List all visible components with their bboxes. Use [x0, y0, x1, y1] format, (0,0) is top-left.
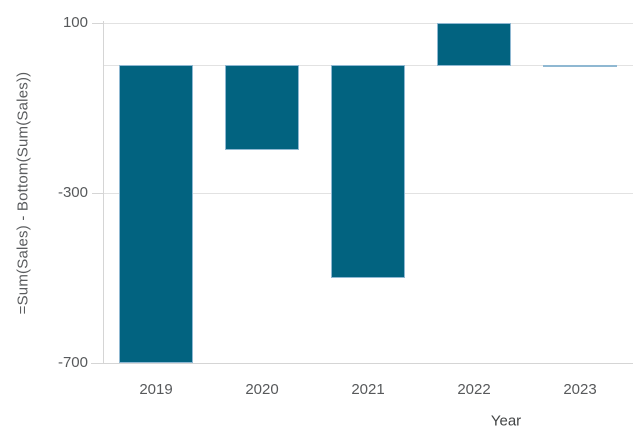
x-tick-label-2020: 2020	[245, 381, 279, 398]
y-tick-mark	[92, 363, 103, 364]
bar-2022[interactable]	[437, 23, 511, 66]
x-axis-line	[91, 363, 633, 364]
gridline-100	[103, 23, 633, 24]
x-tick-label-2019: 2019	[139, 381, 173, 398]
y-tick-label: -300	[57, 184, 88, 201]
bar-2019[interactable]	[119, 65, 193, 363]
bar-2021[interactable]	[331, 65, 405, 278]
x-tick-label-2023: 2023	[563, 381, 597, 398]
y-tick-mark	[92, 193, 103, 194]
y-tick-label: 100	[62, 14, 88, 31]
y-axis-line	[103, 21, 104, 363]
y-tick-label: -700	[57, 354, 88, 371]
x-axis-title: Year	[490, 412, 522, 430]
bar-2023[interactable]	[543, 65, 617, 67]
y-tick-mark	[92, 23, 103, 24]
x-tick-label-2022: 2022	[457, 381, 491, 398]
x-tick-label-2021: 2021	[351, 381, 385, 398]
bar-2020[interactable]	[225, 65, 299, 150]
